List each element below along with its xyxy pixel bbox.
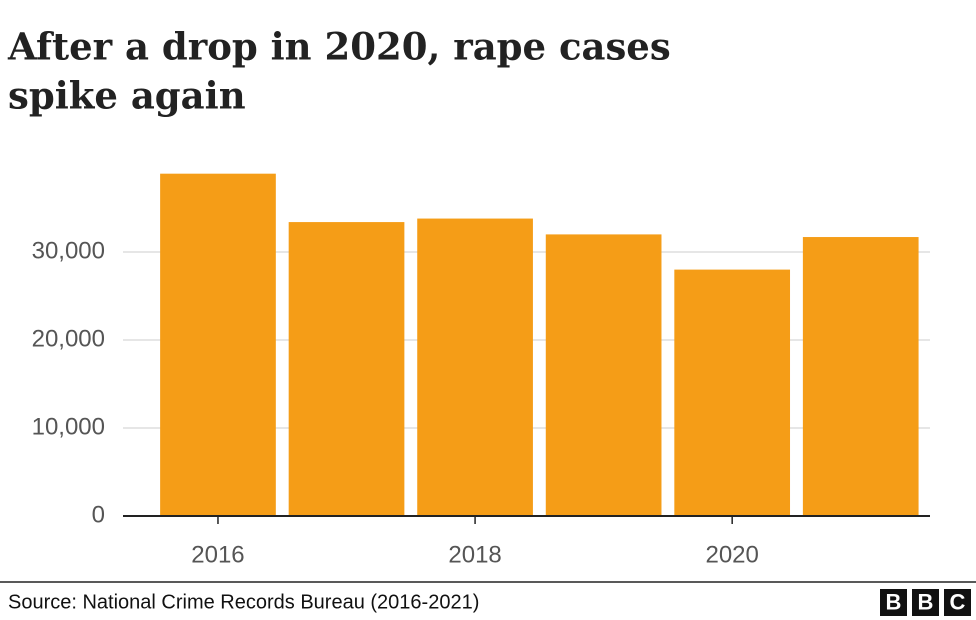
bar xyxy=(674,269,791,516)
x-tick-label: 2018 xyxy=(448,541,501,568)
logo-letter: C xyxy=(950,589,966,614)
y-tick-label: 10,000 xyxy=(32,413,105,440)
y-tick-label: 0 xyxy=(92,501,105,528)
bar xyxy=(417,218,533,516)
x-tick-label: 2016 xyxy=(191,541,244,568)
y-tick-label: 20,000 xyxy=(32,325,105,352)
bar xyxy=(160,173,276,516)
y-tick-label: 30,000 xyxy=(32,237,105,264)
logo-letter: B xyxy=(918,589,934,614)
bar xyxy=(802,237,919,517)
logo-box xyxy=(944,589,971,616)
logo-letter: B xyxy=(886,589,902,614)
bar xyxy=(545,234,662,516)
x-tick-label: 2020 xyxy=(705,541,758,568)
logo-box xyxy=(880,589,907,616)
source: Source: National Crime Records Bureau (2… xyxy=(8,591,479,613)
bar xyxy=(288,222,405,516)
logo-box xyxy=(912,589,939,616)
chart-title: spike again xyxy=(8,74,246,118)
chart-title: After a drop in 2020, rape cases xyxy=(7,25,671,69)
